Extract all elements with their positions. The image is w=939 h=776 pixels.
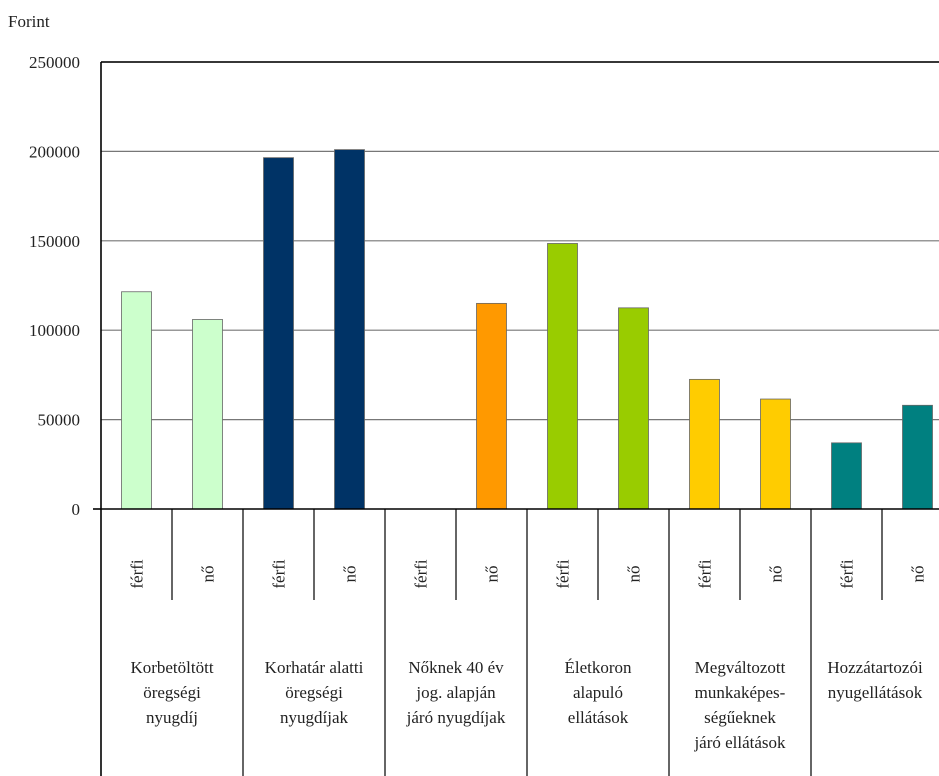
group-label: Életkoron alapuló ellátások [527,655,669,730]
group-label-line: öregségi [285,683,343,702]
bar [618,307,649,510]
x-tick-label: férfi [554,559,573,589]
bar [902,404,933,510]
y-tick-label: 150000 [29,232,80,251]
x-tick-label: nő [909,566,928,583]
group-label-line: Hozzátartozói [827,658,923,677]
bar [334,149,365,510]
group-label: Hozzátartozói nyugellátások [811,655,939,705]
x-tick-label: nő [341,566,360,583]
x-tick-label: férfi [838,559,857,589]
y-axis-unit-label: Forint [8,12,50,31]
x-tick-label: nő [625,566,644,583]
group-label-line: ellátások [567,708,629,727]
group-label-line: Életkoron [564,658,632,677]
group-label: Megváltozott munkaképes-ségűeknek járó ell… [669,655,811,755]
group-label-line: jog. alapján [416,683,496,702]
bar [121,291,152,510]
group-label-line: alapuló [572,683,624,702]
group-label-line: Megváltozott [694,658,786,677]
bar [192,319,223,510]
bar [263,157,294,510]
bar [476,302,507,510]
group-label-line: nyugdíj [146,708,198,727]
group-label-line: munkaképes- [694,683,786,702]
group-label-line: nyugdíjak [280,708,348,727]
group-label: Korbetöltött öregségi nyugdíj [101,655,243,730]
group-label-line: járó ellátások [694,733,786,752]
y-tick-label: 200000 [29,142,80,161]
group-label-line: Korbetöltött [130,658,214,677]
x-tick-label: férfi [412,559,431,589]
bar [547,243,578,510]
group-label-line: öregségi [143,683,201,702]
y-tick-label: 0 [72,500,81,519]
group-label-line: Nőknek 40 év [408,658,504,677]
bar [831,442,862,510]
x-tick-label: férfi [696,559,715,589]
y-tick-label: 250000 [29,53,80,72]
x-tick-label: férfi [128,559,147,589]
group-label-line: Korhatár alatti [264,658,364,677]
x-tick-label: nő [483,566,502,583]
group-label: Nőknek 40 év jog. alapján járó nyugdíjak [385,655,527,730]
group-label-line: járó nyugdíjak [406,708,506,727]
y-tick-label: 100000 [29,321,80,340]
group-label-line: ségűeknek [704,708,776,727]
bar [689,378,720,510]
x-tick-label: nő [199,566,218,583]
group-label: Korhatár alatti öregségi nyugdíjak [243,655,385,730]
x-tick-label: nő [767,566,786,583]
y-tick-label: 50000 [38,411,81,430]
x-tick-label: férfi [270,559,289,589]
bar [760,398,791,510]
group-label-line: nyugellátások [827,683,923,702]
